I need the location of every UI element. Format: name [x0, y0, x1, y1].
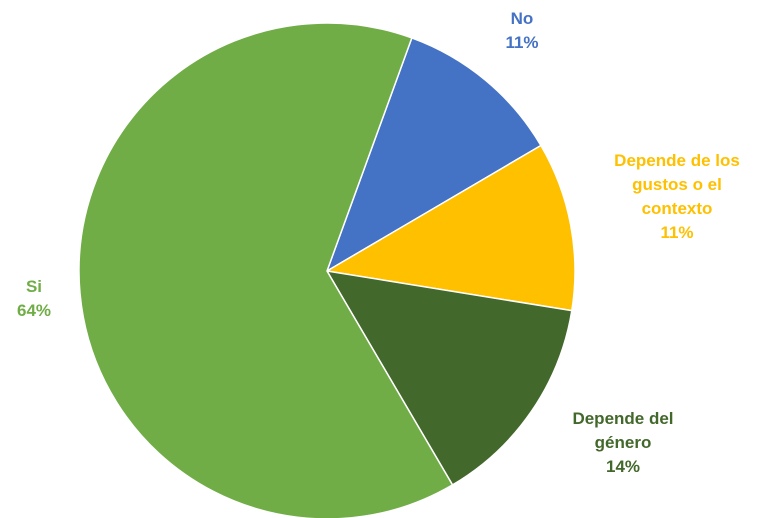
pie-slice — [325, 36, 542, 273]
slice-labels: No 11% Depende de los gustos o el contexto 11… — [17, 9, 740, 476]
pie-slice — [324, 144, 576, 312]
pie-slices — [78, 22, 576, 518]
slice-category-label: No — [511, 9, 534, 28]
slice-category-label: contexto — [642, 199, 713, 218]
slice-category-label: Depende de los — [614, 151, 740, 170]
slice-value-label: 11% — [660, 223, 693, 242]
slice-value-label: 11% — [505, 33, 538, 52]
slice-category-label: gustos o el — [632, 175, 722, 194]
slice-category-label: Si — [26, 277, 42, 296]
pie-slice — [78, 22, 454, 518]
slice-category-label: género — [595, 433, 652, 452]
slice-category-label: Depende del — [572, 409, 673, 428]
pie-slice — [325, 270, 573, 486]
slice-value-label: 64% — [17, 301, 51, 320]
slice-value-label: 14% — [606, 457, 640, 476]
